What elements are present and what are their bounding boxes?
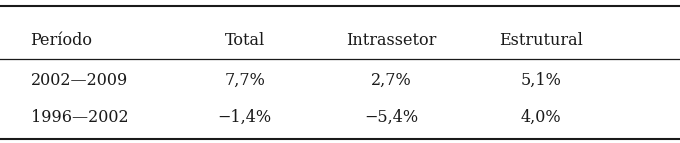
Text: Intrassetor: Intrassetor [346,32,436,48]
Text: 2002—2009: 2002—2009 [31,72,128,89]
Text: −1,4%: −1,4% [218,109,272,126]
Text: Total: Total [224,32,265,48]
Text: 5,1%: 5,1% [520,72,561,89]
Text: 7,7%: 7,7% [224,72,265,89]
Text: 2,7%: 2,7% [371,72,411,89]
Text: 4,0%: 4,0% [520,109,561,126]
Text: −5,4%: −5,4% [364,109,418,126]
Text: 1996—2002: 1996—2002 [31,109,129,126]
Text: Período: Período [31,32,92,48]
Text: Estrutural: Estrutural [498,32,583,48]
